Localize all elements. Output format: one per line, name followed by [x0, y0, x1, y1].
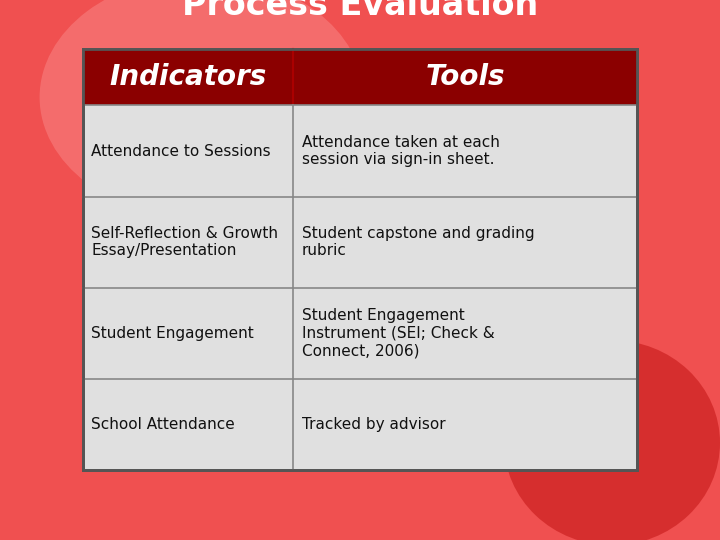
Ellipse shape [40, 0, 364, 219]
Text: Tracked by advisor: Tracked by advisor [302, 417, 446, 432]
Text: Attendance to Sessions: Attendance to Sessions [91, 144, 271, 159]
Text: Student Engagement
Instrument (SEI; Check &
Connect, 2006): Student Engagement Instrument (SEI; Chec… [302, 308, 495, 358]
Text: Student capstone and grading
rubric: Student capstone and grading rubric [302, 226, 535, 258]
Text: Student Engagement: Student Engagement [91, 326, 254, 341]
Bar [83, 49, 637, 470]
Text: Attendance taken at each
session via sign-in sheet.: Attendance taken at each session via sig… [302, 135, 500, 167]
Bar [83, 49, 637, 105]
Text: Tools: Tools [426, 63, 505, 91]
Ellipse shape [504, 340, 720, 540]
Text: School Attendance: School Attendance [91, 417, 235, 432]
Text: Process Evaluation: Process Evaluation [182, 0, 538, 22]
Text: Indicators: Indicators [109, 63, 267, 91]
Text: Self-Reflection & Growth
Essay/Presentation: Self-Reflection & Growth Essay/Presentat… [91, 226, 279, 258]
